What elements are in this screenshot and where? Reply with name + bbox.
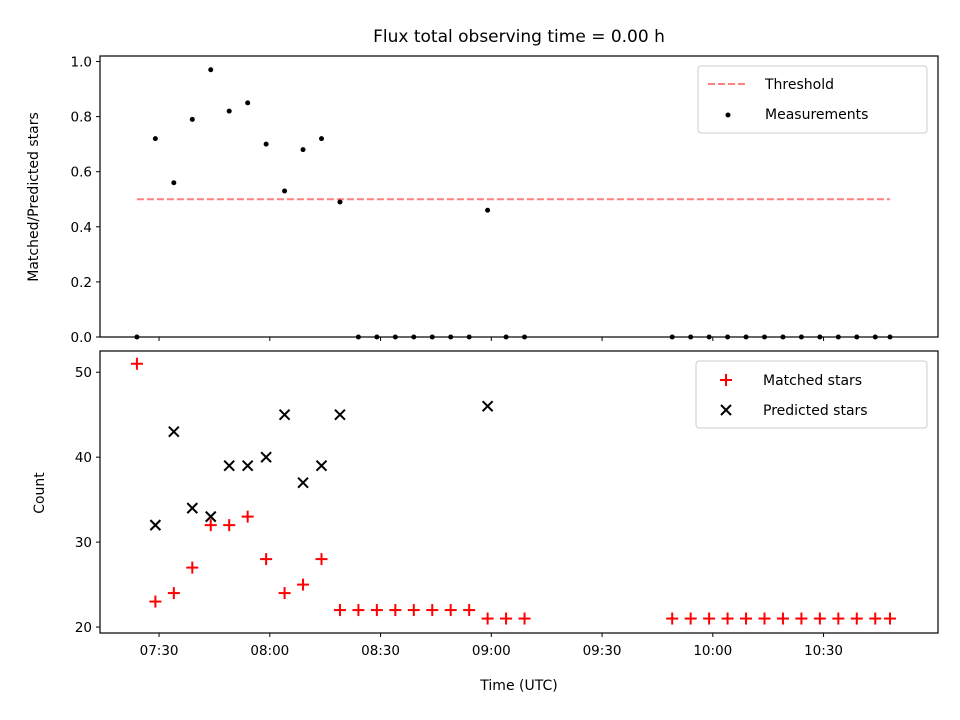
legend-measurements-label: Measurements [765, 107, 868, 123]
predicted-star-point [205, 510, 217, 523]
bottom-y-tick-label: 20 [75, 620, 92, 636]
measurement-point [485, 207, 491, 213]
matched-star-point [297, 578, 310, 591]
matched-star-point [703, 612, 716, 625]
matched-star-point [869, 612, 882, 625]
measurement-point [189, 116, 195, 122]
top-y-tick-label: 0.0 [71, 330, 92, 346]
predicted-star-point [149, 519, 162, 531]
x-tick-label: 07:30 [140, 643, 179, 659]
matched-star-point [684, 612, 697, 625]
matched-star-point [370, 604, 383, 617]
matched-star-point [333, 604, 346, 617]
measurement-point [300, 147, 306, 153]
predicted-star-point [168, 425, 180, 438]
legend-matched-swatch [720, 374, 732, 386]
matched-star-point [884, 612, 897, 625]
bottom-y-tick-label: 30 [75, 535, 92, 551]
matched-star-point [204, 519, 217, 532]
top-y-tick-label: 0.2 [71, 275, 92, 291]
matched-star-point [832, 612, 845, 625]
measurement-point [208, 67, 214, 73]
bottom-panel-frame [99, 350, 939, 634]
matched-star-point [666, 612, 679, 625]
x-tick-label: 10:00 [693, 643, 732, 659]
predicted-star-point [278, 408, 291, 421]
matched-star-point [149, 595, 162, 608]
measurement-point [337, 199, 343, 205]
predicted-star-point [481, 400, 494, 412]
bottom-legend-box [695, 360, 928, 429]
x-tick-label: 08:00 [250, 643, 289, 659]
legend-predicted-label: Predicted stars [763, 403, 868, 419]
matched-star-point [850, 612, 863, 625]
chart-title: Flux total observing time = 0.00 h [373, 27, 665, 47]
measurement-point [318, 136, 324, 142]
predicted-star-point [223, 459, 235, 472]
matched-star-point [740, 612, 753, 625]
matched-star-point [241, 510, 254, 523]
matched-star-point [315, 553, 328, 566]
measurement-point [282, 188, 288, 194]
matched-star-point [518, 612, 531, 625]
x-tick-label: 08:30 [361, 643, 400, 659]
measurement-point [226, 108, 232, 114]
matched-star-point [721, 612, 734, 625]
top-legend-box [697, 65, 928, 134]
measurement-point [245, 100, 251, 106]
legend-predicted-swatch [720, 404, 732, 416]
matched-star-point [130, 357, 143, 370]
matched-star-point [223, 519, 236, 532]
matched-star-point [481, 612, 494, 625]
bottom-y-axis-label: Count [32, 472, 48, 514]
matched-star-point [500, 612, 513, 625]
matched-star-point [813, 612, 826, 625]
predicted-star-point [334, 408, 346, 421]
matched-star-point [444, 604, 457, 617]
measurement-point [171, 180, 177, 186]
predicted-star-point [297, 476, 309, 489]
measurement-point [263, 141, 269, 147]
bottom-panel-data [130, 357, 897, 625]
bottom-y-tick-label: 40 [75, 450, 92, 466]
top-y-tick-label: 0.6 [71, 165, 92, 181]
bottom-panel-ticks: 07:30 08:00 08:30 09:00 09:30 10:00 10:30 20 30 4… [75, 365, 843, 659]
predicted-star-point [315, 459, 328, 472]
top-legend: Threshold Measurements [697, 65, 928, 134]
predicted-star-point [241, 459, 254, 472]
top-panel-ticks: 0.0 0.2 0.4 0.6 0.8 1.0 [71, 55, 825, 346]
matched-star-point [758, 612, 771, 625]
matched-star-point [278, 587, 291, 600]
matched-star-point [389, 604, 402, 617]
top-y-tick-label: 0.8 [71, 110, 92, 126]
matched-star-point [463, 604, 476, 617]
matched-star-point [776, 612, 789, 625]
legend-measurements-swatch [725, 112, 731, 118]
matched-star-point [407, 604, 420, 617]
x-tick-label: 09:00 [472, 643, 511, 659]
matched-star-point [426, 604, 439, 617]
legend-threshold-label: Threshold [764, 77, 834, 93]
predicted-star-point [260, 451, 272, 463]
top-y-axis-label: Matched/Predicted stars [26, 112, 42, 282]
matched-star-point [352, 604, 365, 617]
matched-star-point [167, 587, 180, 600]
top-y-tick-label: 1.0 [71, 55, 92, 71]
predicted-star-point [186, 502, 198, 514]
top-panel-frame [99, 55, 939, 338]
bottom-legend: Matched stars Predicted stars [695, 360, 928, 429]
measurement-point [152, 136, 158, 142]
top-y-tick-label: 0.4 [71, 220, 92, 236]
matched-star-point [795, 612, 808, 625]
x-axis-label: Time (UTC) [479, 678, 557, 694]
x-tick-label: 09:30 [583, 643, 622, 659]
matched-star-point [260, 553, 273, 566]
x-tick-label: 10:30 [804, 643, 843, 659]
bottom-y-tick-label: 50 [75, 365, 92, 381]
matched-star-point [186, 561, 199, 574]
legend-matched-label: Matched stars [763, 373, 862, 389]
